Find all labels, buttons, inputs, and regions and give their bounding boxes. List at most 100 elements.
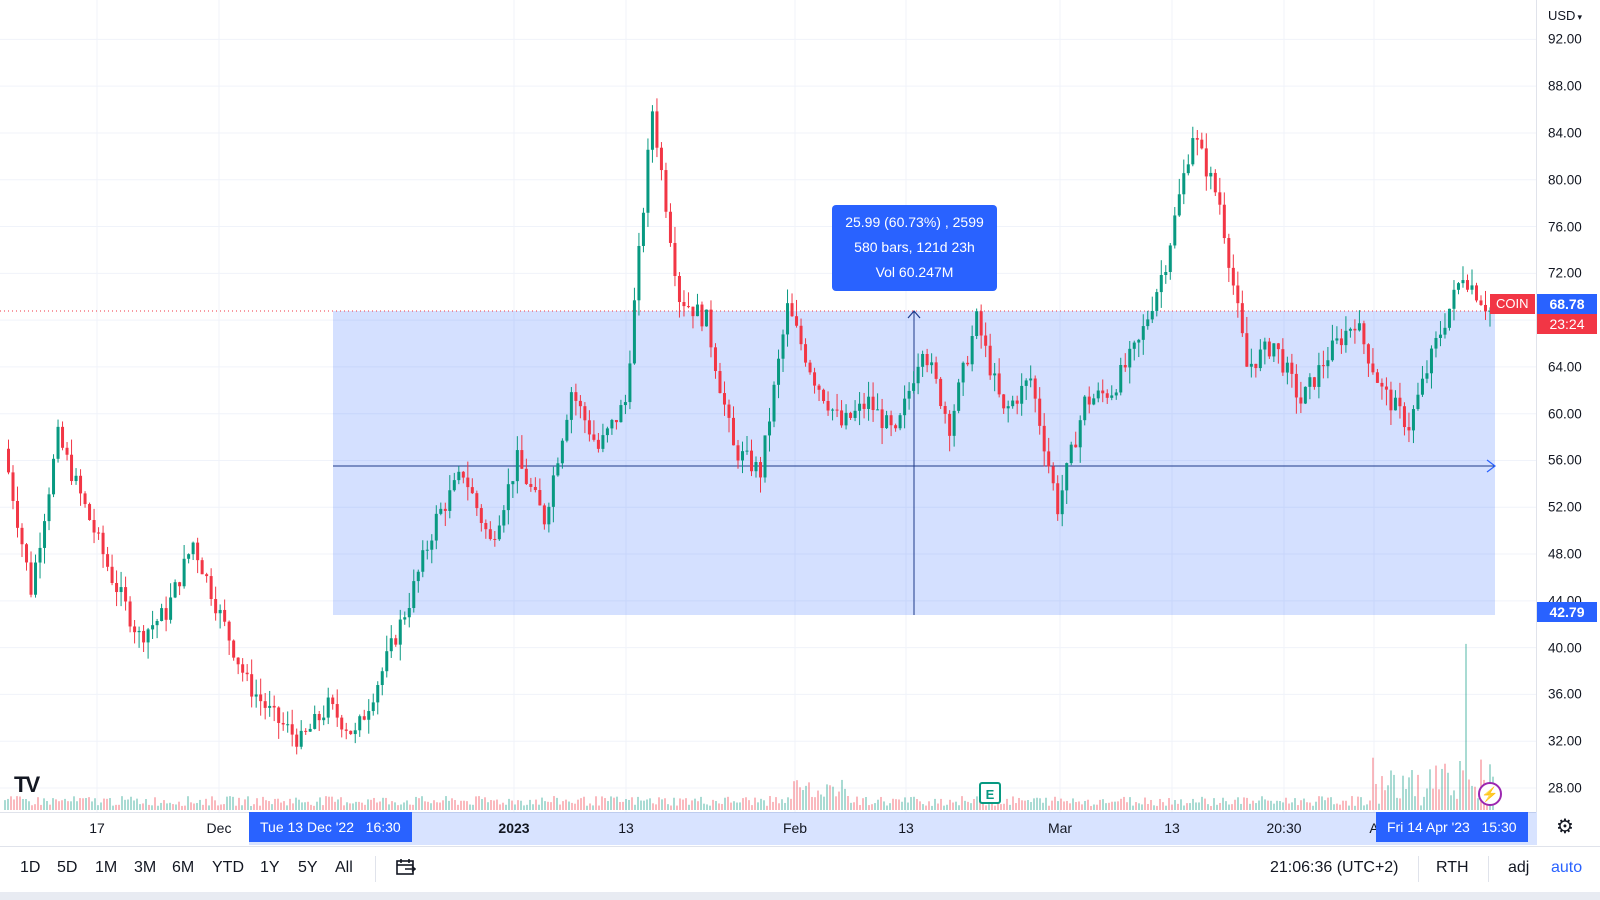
volume-bar — [829, 785, 831, 810]
volume-bar — [832, 786, 834, 810]
volume-bar — [766, 805, 768, 810]
session-rth-toggle[interactable]: RTH — [1436, 859, 1469, 876]
volume-bar — [187, 796, 189, 810]
volume-bar — [337, 799, 339, 810]
range-button-1m[interactable]: 1M — [95, 859, 118, 876]
auto-scale-toggle[interactable]: auto — [1551, 859, 1583, 876]
volume-bar — [151, 805, 153, 810]
volume-bar — [583, 796, 585, 810]
candle-body — [524, 468, 528, 484]
candle-body — [713, 347, 717, 372]
candle-body — [313, 713, 317, 729]
candle-body — [16, 500, 20, 528]
volume-bar — [703, 803, 705, 810]
volume-bar — [469, 804, 471, 810]
candle-body — [966, 362, 970, 365]
candle-body — [164, 608, 168, 620]
chevron-down-icon: ▾ — [1577, 12, 1582, 22]
range-start-date: Tue 13 Dec '22 — [260, 819, 354, 835]
volume-bar — [823, 796, 825, 810]
volume-bar — [1375, 783, 1377, 810]
candle-body — [394, 638, 398, 645]
earnings-marker-icon[interactable]: E — [979, 782, 1001, 804]
volume-bar — [1414, 796, 1416, 810]
x-tick-label: 2023 — [498, 820, 530, 836]
y-tick-label: 32.00 — [1548, 733, 1582, 749]
volume-bar — [1354, 805, 1356, 810]
candle-body — [1357, 323, 1361, 331]
volume-bar — [1240, 803, 1242, 810]
candle-body — [592, 434, 596, 440]
volume-bar — [334, 801, 336, 810]
candle-body — [727, 404, 731, 418]
candle-body — [1204, 148, 1208, 177]
volume-bar — [340, 797, 342, 810]
range-button-5y[interactable]: 5Y — [298, 859, 318, 876]
volume-bar — [916, 799, 918, 810]
candle-body — [673, 242, 677, 276]
y-tick-label: 80.00 — [1548, 172, 1582, 188]
candle-body — [768, 421, 772, 436]
volume-bar — [70, 801, 72, 810]
tradingview-logo[interactable]: TV — [14, 772, 40, 797]
candle-body — [1024, 380, 1028, 386]
range-button-ytd[interactable]: YTD — [212, 859, 244, 876]
candle-body — [1141, 326, 1145, 340]
volume-bar — [1309, 802, 1311, 810]
candle-body — [619, 405, 623, 423]
y-tick-label: 52.00 — [1548, 499, 1582, 515]
range-button-1y[interactable]: 1Y — [260, 859, 280, 876]
candle-body — [218, 609, 222, 614]
volume-bar — [1315, 801, 1317, 810]
volume-bar — [754, 797, 756, 810]
range-button-6m[interactable]: 6M — [172, 859, 195, 876]
calendar-goto-icon[interactable] — [396, 859, 416, 876]
candle-body — [340, 717, 344, 730]
volume-bar — [241, 805, 243, 810]
range-button-5d[interactable]: 5D — [57, 859, 78, 876]
volume-bar — [586, 805, 588, 810]
measure-v-arrowhead — [907, 310, 921, 319]
gear-icon[interactable]: ⚙ — [1556, 816, 1574, 838]
candle-body — [957, 382, 961, 411]
volume-bar — [1003, 803, 1005, 810]
volume-bar — [1237, 797, 1239, 810]
candle-body — [286, 724, 290, 726]
candle-body — [565, 419, 569, 441]
volume-bar — [184, 805, 186, 810]
split-marker-icon[interactable]: ⚡ — [1478, 782, 1502, 806]
price-axis[interactable] — [1536, 0, 1600, 812]
price-chart[interactable] — [0, 0, 1536, 812]
candle-body — [65, 447, 69, 455]
candle-body — [1447, 308, 1451, 328]
y-tick-label: 72.00 — [1548, 265, 1582, 281]
candle-body — [1303, 386, 1307, 404]
volume-bar — [1390, 770, 1392, 810]
candle-body — [831, 409, 835, 411]
range-button-3m[interactable]: 3M — [134, 859, 157, 876]
candle-body — [907, 390, 911, 399]
candle-body — [772, 384, 776, 422]
currency-selector[interactable]: USD ▾ — [1548, 8, 1582, 23]
range-start-badge: Tue 13 Dec '22 16:30 — [249, 812, 412, 842]
volume-bar — [43, 798, 45, 810]
volume-bar — [859, 805, 861, 810]
volume-bar — [328, 796, 330, 810]
volume-bar — [139, 804, 141, 810]
candle-body — [745, 450, 749, 452]
volume-bar — [1252, 800, 1254, 810]
volume-bar — [1465, 643, 1467, 810]
candle-body — [502, 510, 506, 526]
adj-toggle[interactable]: adj — [1508, 859, 1530, 876]
range-button-all[interactable]: All — [335, 859, 353, 876]
candle-body — [511, 481, 515, 485]
candle-body — [930, 362, 934, 366]
volume-bar — [571, 802, 573, 810]
candle-body — [970, 336, 974, 365]
volume-bar — [199, 799, 201, 810]
x-tick-label: Mar — [1047, 820, 1073, 836]
session-clock[interactable]: 21:06:36 (UTC+2) — [1270, 859, 1399, 876]
range-button-1d[interactable]: 1D — [20, 859, 41, 876]
volume-bar — [346, 802, 348, 810]
candle-body — [1344, 330, 1348, 346]
